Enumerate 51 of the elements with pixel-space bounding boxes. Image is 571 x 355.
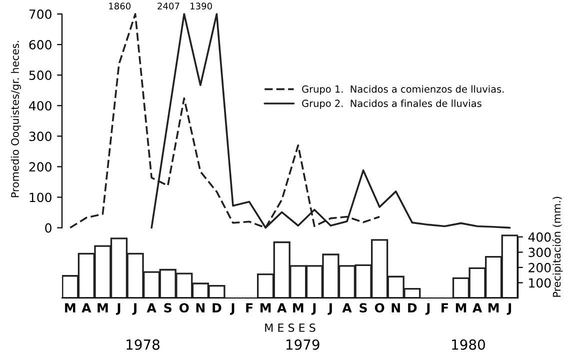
x-tick-label: S — [360, 303, 367, 313]
y-tick-label: 100 — [30, 192, 52, 202]
x-tick-label: J — [132, 303, 136, 315]
x-tick-label: M — [260, 303, 271, 312]
x-tick-label: M — [98, 303, 108, 312]
x-tick-label: N — [196, 303, 205, 312]
x-tick-label: A — [342, 303, 352, 312]
y-tick-label: 200 — [29, 162, 52, 172]
x-tick-label: O — [374, 303, 384, 313]
text: 1980 — [452, 339, 485, 350]
y-axis-title: Promedio Ooquistes/gr. heces. — [10, 41, 21, 198]
y-tick-label: 0 — [45, 223, 52, 233]
y2-tick-label: 200 — [528, 262, 551, 272]
x-tick-label: J — [230, 303, 234, 315]
text: 1860 — [109, 2, 131, 10]
x-tick-label: J — [116, 303, 120, 315]
x-tick-label: J — [425, 303, 430, 315]
x-tick-label: A — [472, 303, 482, 312]
y-tick-label: 500 — [29, 70, 52, 80]
x-tick-label: A — [146, 303, 156, 312]
x-tick-label: F — [442, 303, 448, 312]
x-tick-label: D — [408, 303, 417, 312]
x-tick-label: M — [65, 303, 76, 312]
x-tick-label: J — [506, 303, 512, 315]
text: 1390 — [190, 2, 212, 10]
x-tick-label: N — [392, 303, 400, 312]
y2-tick-label: 400 — [528, 232, 551, 242]
text: 1978 — [126, 339, 160, 350]
y-tick-label: 400 — [29, 101, 52, 111]
x-tick-label: D — [212, 303, 222, 312]
x-tick-label: S — [164, 303, 172, 313]
y2-tick-label: 300 — [528, 248, 551, 258]
text: 1979 — [286, 339, 320, 350]
y2-tick-label: 100 — [529, 278, 551, 288]
x-tick-label: F — [246, 303, 253, 312]
x-tick-label: M — [293, 303, 304, 312]
y-tick-label: 700 — [29, 9, 52, 19]
x-tick-label: J — [328, 303, 332, 315]
x-tick-label: J — [311, 303, 316, 315]
y2-axis-title: Precipitación (mm.) — [552, 196, 563, 297]
x-tick-label: M — [488, 303, 499, 312]
text: 2407 — [158, 2, 180, 10]
x-tick-label: O — [179, 303, 189, 313]
x-tick-label: A — [277, 303, 287, 312]
legend-label: Grupo 2. Nacidos a finales de lluvias — [302, 100, 482, 109]
y-tick-label: 300 — [29, 132, 52, 142]
legend-label: Grupo 1. Nacidos a comienzos de lluvias. — [302, 85, 504, 95]
y-tick-label: 600 — [29, 40, 52, 50]
x-tick-label: A — [82, 303, 92, 312]
x-axis-title: M E S E S — [265, 323, 316, 332]
x-tick-label: M — [456, 303, 466, 312]
